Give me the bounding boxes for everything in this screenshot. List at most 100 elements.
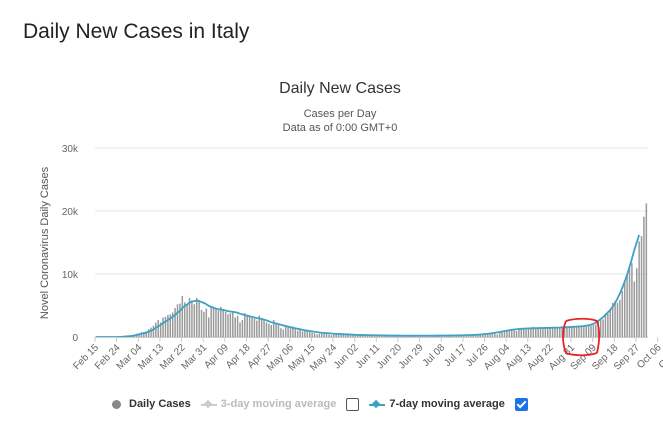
daily-case-bar: [498, 332, 501, 337]
daily-case-bar: [571, 325, 573, 337]
daily-case-bar: [373, 335, 376, 337]
daily-case-bar: [592, 325, 595, 337]
daily-case-bar: [494, 332, 496, 337]
daily-case-bar: [530, 328, 532, 337]
daily-case-bar: [236, 315, 239, 337]
daily-case-bar: [527, 328, 530, 337]
daily-case-bar: [357, 335, 359, 337]
daily-case-bar: [258, 315, 260, 337]
daily-case-bar: [566, 326, 568, 337]
daily-case-bar: [484, 334, 486, 337]
daily-case-bar: [614, 301, 616, 337]
daily-case-bar: [381, 335, 383, 337]
line-marker-icon: [200, 400, 217, 409]
daily-case-bar: [244, 313, 246, 337]
daily-case-bar: [318, 333, 321, 337]
daily-case-bar: [212, 308, 215, 337]
daily-case-bar: [491, 333, 494, 337]
daily-case-bar: [347, 335, 349, 337]
daily-case-bar: [532, 326, 535, 337]
daily-case-bar: [284, 325, 287, 337]
daily-case-bar: [241, 319, 244, 337]
daily-case-bar: [518, 328, 520, 337]
daily-case-bar: [248, 316, 251, 337]
daily-case-bar: [217, 310, 220, 337]
daily-case-bar: [277, 323, 280, 337]
daily-case-bar: [628, 268, 631, 337]
daily-case-bar: [143, 331, 145, 337]
daily-case-bar: [619, 299, 621, 337]
x-tick-label: Jul 17: [442, 342, 469, 369]
daily-case-bar: [643, 216, 645, 337]
daily-case-bar: [513, 329, 515, 337]
y-tick-label: 0: [72, 333, 78, 344]
daily-case-bar: [304, 330, 306, 337]
daily-case-bar: [474, 334, 477, 337]
legend-3day-ma[interactable]: 3-day moving average: [200, 398, 337, 410]
daily-case-bar: [349, 334, 352, 337]
daily-case-bar: [599, 319, 602, 337]
daily-case-bar: [607, 313, 609, 337]
daily-case-bar: [167, 314, 169, 337]
daily-case-bar: [268, 323, 270, 337]
daily-case-bar: [508, 330, 511, 337]
legend-label: 3-day moving average: [220, 398, 337, 410]
daily-case-bar: [188, 297, 191, 337]
daily-case-bar: [220, 306, 222, 337]
daily-case-bar: [496, 334, 499, 337]
daily-case-bar: [573, 326, 575, 337]
daily-case-bar: [345, 334, 347, 337]
legend-7day-ma[interactable]: 7-day moving average: [369, 398, 505, 410]
daily-case-bar: [227, 314, 229, 337]
checkbox-7day-ma[interactable]: [514, 397, 528, 411]
daily-case-bar: [443, 336, 446, 337]
daily-case-bar: [222, 309, 224, 337]
checkbox-3day-ma[interactable]: [346, 397, 360, 411]
daily-case-bar: [616, 302, 619, 337]
daily-case-bar: [585, 325, 587, 337]
daily-case-bar: [152, 325, 155, 337]
daily-case-bar: [294, 328, 297, 337]
daily-case-bar: [486, 333, 489, 337]
daily-case-bar: [633, 281, 636, 337]
x-tick-label: Oct 06: [635, 342, 663, 371]
daily-case-bar: [198, 299, 200, 337]
daily-case-bar: [623, 281, 626, 337]
daily-case-bar: [383, 335, 386, 337]
daily-case-bar: [354, 335, 357, 337]
daily-case-bar: [580, 326, 583, 337]
annotation-red-circle: [562, 317, 601, 357]
daily-case-bar: [595, 324, 597, 337]
daily-case-bar: [352, 335, 354, 337]
daily-case-bar: [556, 328, 559, 337]
daily-case-bar: [369, 335, 371, 337]
daily-case-bar: [364, 335, 366, 337]
daily-case-bar: [325, 332, 328, 337]
daily-case-bar: [366, 335, 369, 337]
daily-case-bar: [176, 304, 179, 337]
daily-case-bar: [229, 313, 232, 337]
daily-case-bar: [335, 333, 337, 337]
daily-case-bar: [280, 328, 282, 337]
legend-label: Daily Cases: [129, 398, 191, 410]
daily-case-bar: [638, 241, 640, 337]
daily-case-bar: [575, 325, 578, 337]
daily-case-bar: [563, 327, 566, 337]
ma7-line: [95, 234, 640, 338]
daily-case-bar: [164, 316, 167, 337]
daily-case-bar: [203, 311, 205, 337]
daily-case-bar: [542, 328, 544, 337]
daily-case-bar: [544, 327, 547, 337]
daily-case-bar: [472, 335, 474, 337]
daily-case-bar: [308, 331, 311, 337]
daily-case-bar: [162, 317, 164, 337]
legend-daily-cases[interactable]: Daily Cases: [112, 398, 191, 410]
daily-case-bar: [200, 309, 203, 337]
daily-case-bar: [333, 334, 335, 337]
daily-case-bar: [234, 317, 236, 337]
daily-case-bar: [561, 326, 563, 337]
daily-case-bar: [568, 326, 571, 337]
daily-case-bar: [337, 334, 340, 337]
daily-case-bar: [147, 329, 150, 338]
